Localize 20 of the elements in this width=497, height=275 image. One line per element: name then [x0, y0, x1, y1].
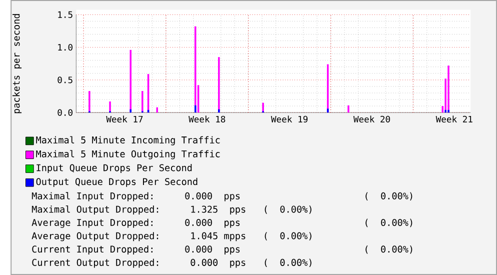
text: Current Output Dropped: 0.000 pps ( 0.00%): [32, 258, 312, 268]
legend-label: Output Queue Drops Per Second: [36, 178, 198, 187]
legend-label: Input Queue Drops Per Second: [36, 164, 192, 174]
x-tick-label: Week 19: [271, 116, 308, 122]
legend-label: Maximal 5 Minute Outgoing Traffic: [36, 150, 220, 160]
x-tick-label: Week 21: [436, 116, 472, 122]
text: Current Input Dropped: 0.000 pps ( 0.00%): [32, 245, 412, 254]
text: Average Output Dropped: 1.045 mpps ( 0.00%): [32, 232, 312, 242]
x-tick-label: Week 20: [353, 116, 390, 122]
x-tick-label: Week 18: [188, 116, 226, 122]
y-tick-label: 0.5: [58, 76, 72, 84]
x-tick-label: Week 17: [106, 116, 143, 122]
text: Maximal Input Dropped: 0.000 pps ( 0.00%): [32, 192, 412, 202]
y-tick-label: 0.0: [58, 109, 72, 116]
y-tick-label: 1.0: [58, 44, 72, 51]
text: Maximal Output Dropped: 1.325 pps ( 0.00%): [32, 205, 312, 215]
y-axis-title: packets per second: [12, 14, 22, 114]
text: Average Input Dropped: 0.000 pps ( 0.00%): [32, 218, 412, 228]
y-tick-label: 1.5: [58, 11, 72, 18]
legend-label: Maximal 5 Minute Incoming Traffic: [36, 136, 220, 146]
